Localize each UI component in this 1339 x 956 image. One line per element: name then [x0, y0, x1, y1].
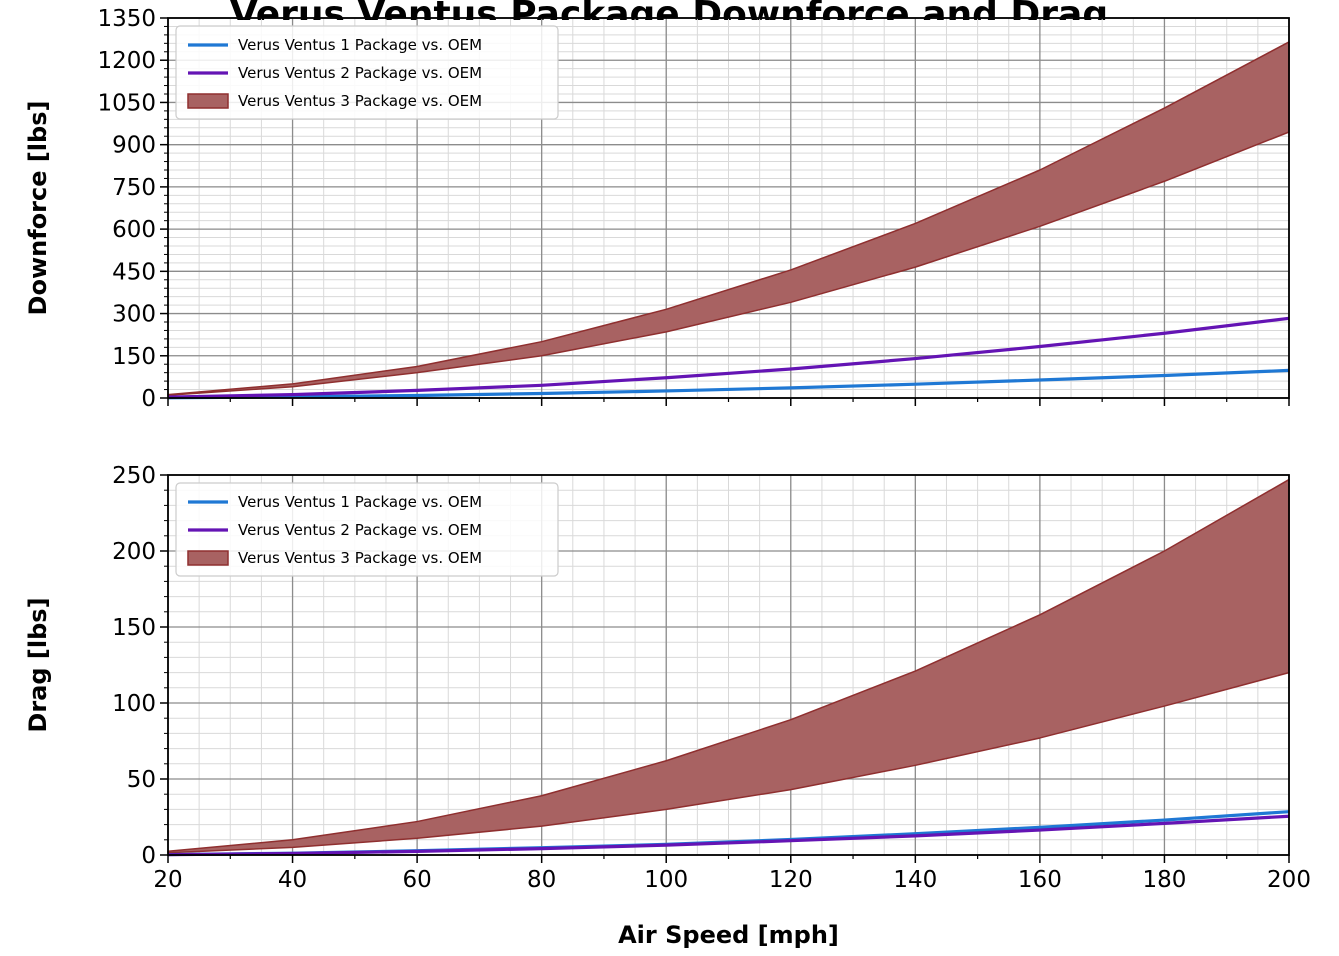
legend-label: Verus Ventus 3 Package vs. OEM [238, 549, 482, 567]
y-tick-label: 0 [141, 843, 156, 869]
legend-label: Verus Ventus 3 Package vs. OEM [238, 92, 482, 110]
x-tick-label: 160 [1018, 867, 1062, 893]
x-tick-label: 140 [893, 867, 937, 893]
x-tick-label: 80 [527, 867, 556, 893]
x-tick-label: 200 [1267, 867, 1311, 893]
legend-label: Verus Ventus 1 Package vs. OEM [238, 493, 482, 511]
legend: Verus Ventus 1 Package vs. OEM Verus Vent… [176, 26, 558, 119]
y-tick-label: 0 [141, 386, 156, 412]
y-tick-label: 200 [112, 539, 156, 565]
y-tick-label: 150 [112, 344, 156, 370]
legend-label: Verus Ventus 2 Package vs. OEM [238, 521, 482, 539]
y-tick-label: 150 [112, 615, 156, 641]
y-tick-label: 750 [112, 175, 156, 201]
legend-label: Verus Ventus 1 Package vs. OEM [238, 36, 482, 54]
y-tick-label: 300 [112, 302, 156, 328]
legend-label: Verus Ventus 2 Package vs. OEM [238, 64, 482, 82]
y-tick-label: 600 [112, 217, 156, 243]
y-tick-label: 1050 [97, 90, 156, 116]
y-tick-label: 50 [127, 767, 156, 793]
legend-swatch-ventus3 [188, 551, 228, 565]
y-axis-title: Drag [lbs] [24, 597, 52, 732]
legend-swatch-ventus3 [188, 94, 228, 108]
chart-panel-1: 0 150 300 450 600 750 900 1050 1200 1350 Downforce… [24, 6, 1289, 412]
y-tick-label: 450 [112, 259, 156, 285]
legend: Verus Ventus 1 Package vs. OEM Verus Vent… [176, 483, 558, 576]
y-tick-label: 100 [112, 691, 156, 717]
y-tick-label: 1200 [97, 48, 156, 74]
y-axis-title: Downforce [lbs] [24, 101, 52, 316]
y-tick-label: 250 [112, 463, 156, 489]
x-tick-label: 60 [402, 867, 431, 893]
x-tick-label: 120 [769, 867, 813, 893]
x-tick-label: 100 [644, 867, 688, 893]
y-tick-label: 900 [112, 133, 156, 159]
chart-panel-2: 20 40 60 80 100 120 140 160 180 200 0 50 100 150 200 25… [24, 463, 1311, 949]
x-axis-title: Air Speed [mph] [618, 921, 839, 949]
x-tick-label: 180 [1142, 867, 1186, 893]
x-tick-label: 20 [153, 867, 182, 893]
x-tick-label: 40 [278, 867, 307, 893]
y-tick-label: 1350 [97, 6, 156, 32]
